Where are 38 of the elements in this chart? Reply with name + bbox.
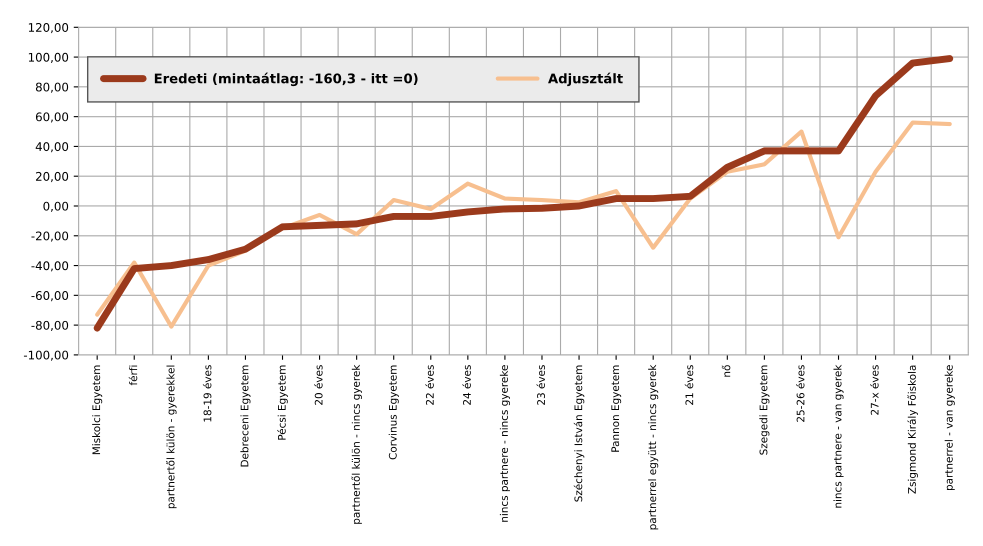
x-tick-label: Miskolci Egyetem (92, 366, 102, 454)
x-tick-label: 23 éves (536, 365, 546, 405)
x-tick-label: partnerrel - van gyereke (944, 365, 955, 490)
x-tick-label: 18-19 éves (202, 365, 212, 422)
x-tick-label: partnertől külön - nincs gyerek (351, 364, 362, 524)
y-tick-label: 0,00 (43, 202, 68, 212)
x-tick-label: férfi (128, 366, 138, 386)
x-tick-label: partnertől külön - gyerekkel (166, 366, 177, 508)
x-tick-label: Corvinus Egyetem (388, 366, 399, 460)
x-tick-label: Szegedi Egyetem (759, 366, 770, 455)
x-tick-label: Pannon Egyetem (611, 366, 622, 452)
x-tick-label: nő (722, 365, 730, 377)
legend-label: Adjusztált (548, 72, 623, 86)
x-tick-label: Debreceni Egyetem (240, 366, 250, 466)
y-tick-label: -60,00 (31, 291, 68, 302)
y-tick-label: 100,00 (28, 52, 68, 63)
x-tick-label: Zsigmond Király Főiskola (907, 366, 918, 494)
y-tick-label: -40,00 (31, 261, 68, 272)
x-tick-label: 25-26 éves (796, 365, 804, 422)
y-tick-label: 20,00 (36, 172, 68, 182)
legend-label: Eredeti (mintaátlag: -160,3 - itt =0) (154, 72, 418, 86)
x-tick-label: 20 éves (314, 365, 323, 405)
x-tick-label: 24 éves (462, 365, 471, 405)
y-tick-label: -100,00 (24, 350, 68, 361)
x-tick-label: Pécsi Egyetem (277, 366, 288, 440)
y-tick-label: 80,00 (36, 82, 68, 93)
y-tick-label: 120,00 (28, 23, 68, 34)
x-tick-label: nincs partnere - nincs gyereke (500, 365, 510, 522)
x-tick-label: 27-x éves (870, 365, 879, 415)
x-tick-label: 22 éves (425, 365, 434, 405)
y-tick-label: 40,00 (36, 142, 68, 152)
y-tick-label: -80,00 (31, 320, 68, 331)
x-tick-label: Széchenyi István Egyetem (574, 366, 584, 502)
x-tick-label: partnerrel együtt - nincs gyerek (648, 364, 658, 530)
x-tick-label: nincs partnere - van gyerek (833, 364, 844, 508)
x-tick-label: 21 éves (684, 365, 694, 405)
y-tick-label: -20,00 (31, 231, 68, 242)
y-tick-label: 60,00 (36, 112, 68, 123)
